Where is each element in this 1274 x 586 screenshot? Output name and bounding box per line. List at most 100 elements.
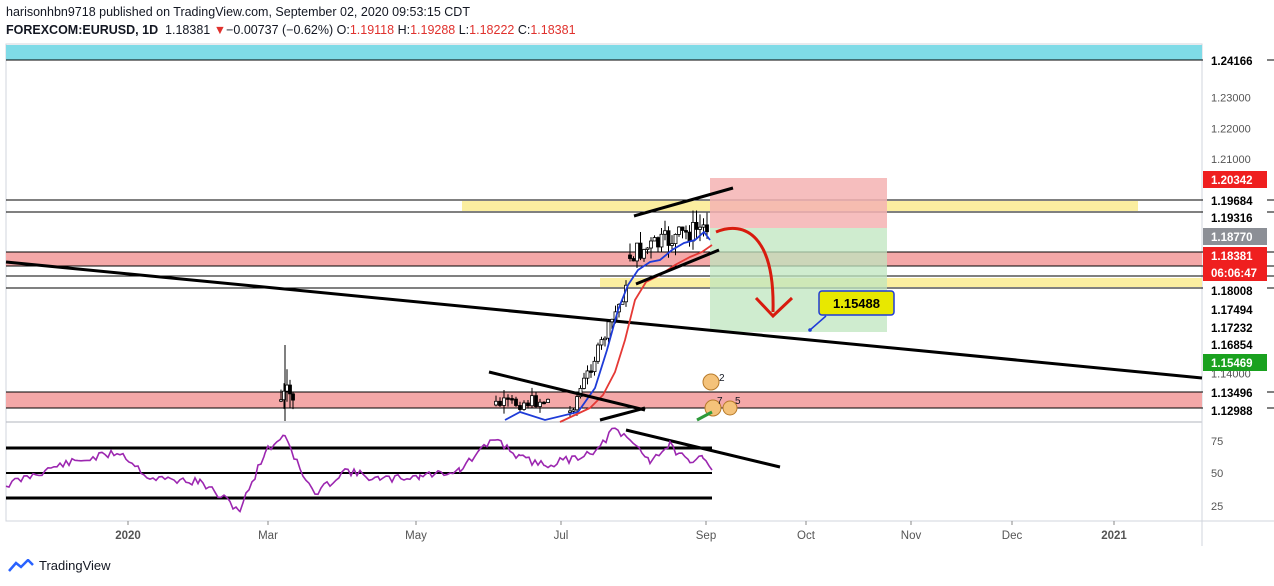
candle-body xyxy=(701,224,706,228)
callout-pointer xyxy=(809,315,827,331)
price-label: 1.18770 xyxy=(1211,232,1253,244)
time-tick-label: Nov xyxy=(901,530,922,542)
target-callout xyxy=(818,290,895,316)
candle-body xyxy=(638,242,643,259)
price-label-box xyxy=(1203,354,1267,371)
candle-body xyxy=(502,397,506,406)
candle-body xyxy=(568,410,572,413)
candle-body xyxy=(687,231,692,242)
symbol-ohlc-line: FOREXCOM:EURUSD, 1D 1.18381 ▼−0.00737 (−… xyxy=(6,23,576,37)
candle-body xyxy=(698,226,702,230)
candle-body xyxy=(538,401,542,407)
candle-body xyxy=(610,318,614,323)
candle-body xyxy=(546,398,550,403)
take-profit-zone xyxy=(710,228,887,332)
price-label-box xyxy=(1203,336,1267,353)
time-tick-label: 2020 xyxy=(115,530,141,542)
arrow-head-icon xyxy=(754,296,794,319)
rsi-tick-label: 25 xyxy=(1211,501,1223,513)
candle-body xyxy=(635,242,639,262)
time-tick-label: Oct xyxy=(797,530,816,542)
candle-body xyxy=(291,393,295,401)
price-label-box xyxy=(1203,209,1267,226)
low-label: L: xyxy=(458,23,470,37)
price-label-box xyxy=(1203,264,1267,281)
candle-body xyxy=(606,321,611,339)
stop-loss-zone xyxy=(710,178,887,228)
price-axis: 1.23000 1.22000 1.21000 1.14000 xyxy=(1211,93,1251,381)
candle-body xyxy=(522,402,526,410)
candle-body xyxy=(530,395,534,407)
rsi-tick-label: 50 xyxy=(1211,468,1223,480)
candle-body xyxy=(510,398,514,401)
rsi-axis: 75 50 25 xyxy=(1211,436,1223,513)
candle-body xyxy=(677,226,681,235)
candle-body xyxy=(285,384,289,392)
price-label: 1.20342 xyxy=(1211,175,1253,187)
price-label-box xyxy=(1203,402,1267,419)
last-price: 1.18381 xyxy=(165,23,211,37)
price-change: −0.00737 (−0.62%) xyxy=(226,23,334,37)
rsi-divergence-line xyxy=(625,428,781,469)
tradingview-brand: TradingView xyxy=(39,558,111,573)
red-zone-middle xyxy=(6,252,1202,266)
time-axis: 2020 Mar May Jul Sep Oct Nov Dec 2021 xyxy=(115,521,1127,542)
price-label: 1.17494 xyxy=(1211,305,1253,317)
price-labels: 1.24166 1.20342 1.19684 1.19316 1.18770 1.183… xyxy=(1203,52,1267,419)
candle-body xyxy=(288,384,292,395)
candle-body xyxy=(589,370,593,373)
candle-body xyxy=(514,398,518,406)
wedge-lower xyxy=(599,406,646,422)
wedge-upper xyxy=(488,370,646,412)
svg-text:2: 2 xyxy=(719,373,725,384)
candle-body xyxy=(645,247,650,250)
price-label-box xyxy=(1203,301,1267,318)
price-label: 1.12988 xyxy=(1211,406,1253,418)
price-label: 1.15469 xyxy=(1211,358,1253,370)
candle-body xyxy=(642,249,646,259)
price-label: 1.16854 xyxy=(1211,340,1253,352)
candle-body xyxy=(599,339,604,346)
price-label: 1.18381 xyxy=(1211,251,1253,263)
time-tick-label: May xyxy=(405,530,427,542)
candle-body xyxy=(663,230,667,235)
close-value: 1.18381 xyxy=(530,23,576,37)
candle-body xyxy=(652,237,657,242)
candle-body xyxy=(498,400,502,406)
candle-body xyxy=(649,240,653,249)
major-trendline xyxy=(5,260,1203,380)
candle-body xyxy=(571,409,576,412)
candle-body xyxy=(596,344,600,362)
candle-body xyxy=(691,222,695,242)
publish-info: harisonhbn9718 published on TradingView.… xyxy=(6,5,470,19)
price-label: 1.24166 xyxy=(1211,56,1253,68)
candle-body xyxy=(673,234,678,245)
channel-lower xyxy=(635,248,720,286)
projection-arrow xyxy=(715,226,775,313)
candle-body xyxy=(656,237,660,248)
candle-body xyxy=(279,399,283,402)
open-label: O: xyxy=(336,23,350,37)
candle-body xyxy=(506,397,510,400)
candle-body xyxy=(592,360,597,373)
candle-body xyxy=(680,226,685,231)
candle-body xyxy=(666,230,671,246)
candle-body xyxy=(534,395,538,407)
rsi-tick-label: 75 xyxy=(1211,436,1223,448)
candle-body xyxy=(526,402,530,407)
event-badge-icon xyxy=(702,373,720,391)
price-label-box xyxy=(1203,384,1267,401)
tradingview-logo[interactable]: TradingView xyxy=(8,558,111,573)
candle-body xyxy=(694,222,699,230)
candle-body xyxy=(585,370,590,379)
price-label: 1.17232 xyxy=(1211,323,1253,335)
candle-body xyxy=(684,230,688,233)
candle-body xyxy=(628,254,632,259)
price-label-box xyxy=(1203,282,1267,299)
candle-body xyxy=(705,224,709,233)
event-badge-icon xyxy=(722,400,738,416)
candle-body xyxy=(542,401,546,405)
price-label: 1.19316 xyxy=(1211,213,1253,225)
time-tick-label: Dec xyxy=(1002,530,1023,542)
